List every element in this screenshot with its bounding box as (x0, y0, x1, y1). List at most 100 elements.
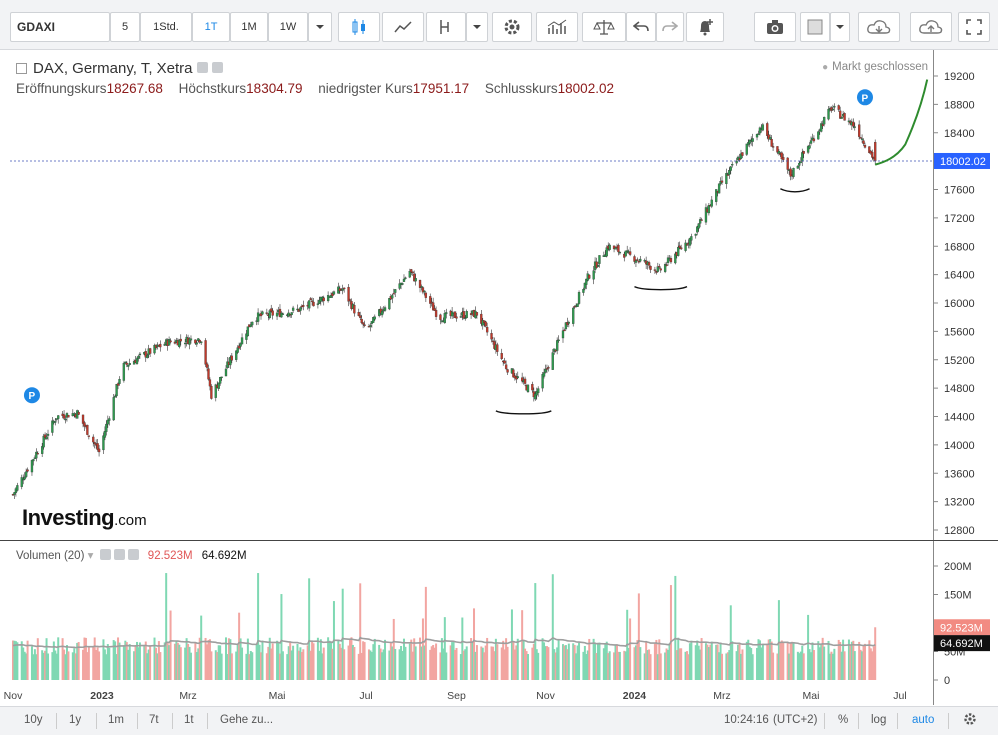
candle-body (55, 418, 58, 420)
volume-bar (524, 648, 527, 680)
candle-body (626, 250, 629, 252)
chevron-down-icon[interactable]: ▾ (87, 550, 94, 562)
volume-bar (12, 640, 14, 680)
open-label: Eröffnungskurs (16, 81, 107, 96)
fullscreen-button[interactable] (958, 12, 990, 42)
separator (824, 713, 825, 729)
candle-body (614, 247, 617, 250)
volume-bar (255, 643, 258, 680)
gear-icon[interactable] (113, 549, 125, 560)
volume-bar (561, 644, 564, 680)
candle-body (281, 313, 285, 315)
symbol-input[interactable]: GDAXI (10, 12, 110, 42)
candles-button[interactable] (338, 12, 380, 42)
save-layout-button[interactable] (910, 12, 952, 42)
candle-body (122, 363, 126, 381)
volume-bar (439, 652, 442, 680)
settings-button[interactable] (492, 12, 532, 42)
candle-body (112, 397, 115, 421)
range-1d[interactable]: 1t (184, 714, 194, 726)
volume-bar (454, 649, 457, 680)
interval-1d[interactable]: 1T (192, 12, 230, 42)
volume-bar (474, 651, 477, 680)
interval-5[interactable]: 5 (110, 12, 140, 42)
bell-plus-icon (700, 19, 713, 36)
color-button[interactable] (800, 12, 830, 42)
candle-body (748, 139, 751, 144)
volume-bar (33, 649, 36, 680)
alert-button[interactable] (686, 12, 724, 42)
volume-bar (481, 647, 484, 680)
draw-tools-button[interactable] (426, 12, 466, 42)
volume-bar (741, 649, 744, 680)
candle-body (738, 158, 741, 161)
percent-scale-button[interactable]: % (838, 714, 849, 726)
color-dropdown[interactable] (830, 12, 850, 42)
volume-bar (554, 652, 557, 680)
log-scale-button[interactable]: log (871, 714, 887, 726)
volume-bar (125, 642, 128, 680)
volume-bar (14, 641, 17, 680)
volume-bar (451, 642, 454, 680)
collapse-toggle[interactable] (16, 63, 27, 74)
eye-icon[interactable] (99, 549, 111, 560)
candle-body (372, 317, 375, 323)
volume-bar (594, 643, 597, 680)
support-line (634, 286, 688, 291)
interval-1w[interactable]: 1W (268, 12, 308, 42)
undo-button[interactable] (626, 12, 656, 42)
volume-bar (82, 649, 85, 680)
price-chart[interactable]: 12800 13200 13600 14000 14400 14800 15200 15600… (0, 50, 998, 540)
volume-bar (464, 649, 467, 680)
volume-bar (432, 644, 435, 680)
volume-bar (45, 638, 48, 680)
timezone-button[interactable]: (UTC+2) (773, 714, 818, 726)
volume-bar (556, 647, 559, 680)
candle-body (411, 271, 414, 274)
volume-bar (13, 640, 16, 680)
volume-bar (176, 642, 179, 680)
range-1m[interactable]: 1m (108, 714, 124, 726)
volume-bar (602, 648, 605, 680)
candle-body (782, 157, 785, 160)
interval-1h[interactable]: 1Std. (140, 12, 192, 42)
y-tick-label: 14400 (944, 412, 975, 424)
goto-date-button[interactable]: Gehe zu... (220, 714, 274, 726)
volume-bar (801, 645, 804, 680)
candle-body (544, 368, 547, 373)
volume-bar (843, 651, 846, 680)
candle-body (322, 297, 325, 302)
range-10y[interactable]: 10y (24, 714, 43, 726)
interval-dropdown[interactable] (308, 12, 332, 42)
range-1y[interactable]: 1y (69, 714, 82, 726)
range-7d[interactable]: 7t (149, 714, 159, 726)
volume-bar (248, 654, 251, 680)
volume-bar (623, 650, 626, 680)
candle-body (127, 364, 130, 367)
volume-bar (653, 643, 656, 680)
candle-body (159, 343, 162, 348)
draw-tools-dropdown[interactable] (466, 12, 488, 42)
interval-1m[interactable]: 1M (230, 12, 268, 42)
volume-bar (585, 654, 588, 680)
indicators-button[interactable] (536, 12, 578, 42)
screenshot-button[interactable] (754, 12, 796, 42)
line-chart-button[interactable] (382, 12, 424, 42)
settings-button[interactable] (963, 712, 977, 729)
volume-bar (680, 648, 683, 680)
eye-icon[interactable] (196, 62, 208, 73)
auto-scale-button[interactable]: auto (912, 714, 935, 726)
candle-body (541, 374, 544, 389)
candle-body (796, 165, 800, 169)
redo-button[interactable] (656, 12, 684, 42)
volume-bar (792, 642, 795, 680)
compare-button[interactable] (582, 12, 626, 42)
gear-icon[interactable] (211, 62, 223, 73)
candle-body (612, 245, 616, 250)
candle-body (592, 270, 595, 280)
close-icon[interactable] (127, 549, 139, 560)
volume-bar (168, 645, 171, 680)
volume-bar (830, 651, 833, 680)
load-layout-button[interactable] (858, 12, 900, 42)
